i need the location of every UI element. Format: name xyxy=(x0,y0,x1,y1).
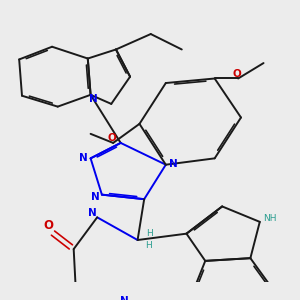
Text: N: N xyxy=(169,159,178,169)
Text: O: O xyxy=(107,133,116,143)
Text: NH: NH xyxy=(263,214,277,223)
Text: H: H xyxy=(145,241,152,250)
Text: H: H xyxy=(146,229,153,238)
Text: N: N xyxy=(89,94,98,104)
Text: N: N xyxy=(79,153,88,163)
Text: N: N xyxy=(88,208,96,218)
Text: O: O xyxy=(44,219,54,232)
Text: N: N xyxy=(120,296,129,300)
Text: O: O xyxy=(232,69,241,79)
Text: N: N xyxy=(91,192,100,202)
